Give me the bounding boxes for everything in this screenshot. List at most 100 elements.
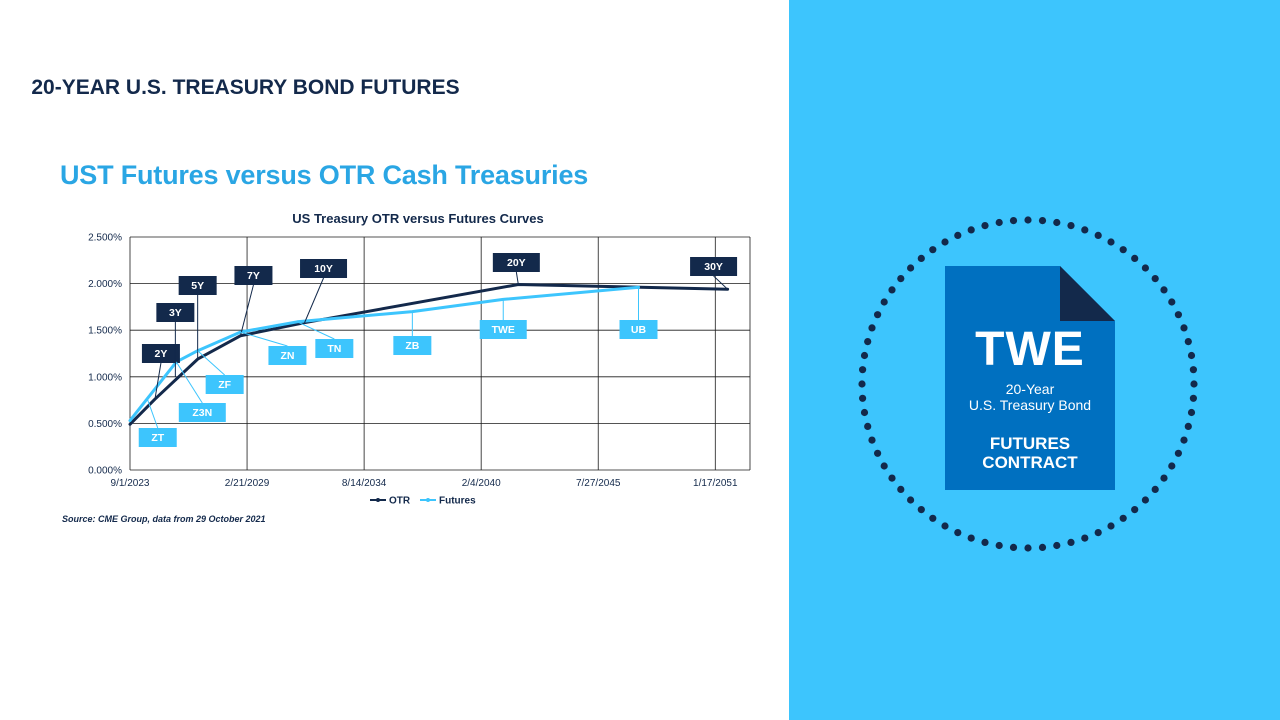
ring-dot [1038,217,1047,225]
chart-title: US Treasury OTR versus Futures Curves [292,211,543,226]
annotation-leader [147,399,159,429]
contract-code: TWE [975,323,1085,376]
contract-tenor: 20-Year [1005,381,1055,397]
document-body [945,266,1115,490]
x-tick-label: 8/14/2034 [342,478,387,489]
ring-dot [941,522,949,530]
ring-dot [1131,254,1139,262]
y-tick-label: 2.500% [88,233,122,244]
ring-dot [1024,544,1032,552]
source-note: Source: CME Group, data from 29 October … [62,514,266,524]
ring-dot [1187,408,1196,417]
ring-dot [880,298,888,306]
slide-title: UST Futures versus OTR Cash Treasuries [60,160,589,190]
annotation-box [492,253,540,272]
annotation-label: 20Y [507,257,526,269]
ring-dot [1053,541,1061,550]
annotation-box [141,344,180,363]
annotation-label: 5Y [191,280,204,292]
annotation-leader [175,361,203,404]
ring-dot [864,338,872,346]
ring-dot [1184,422,1192,430]
annotation-label: TN [327,343,341,355]
y-tick-label: 1.500% [88,326,122,337]
annotation-box [156,303,195,322]
ring-dot [1168,462,1176,470]
annotation-box [619,320,658,339]
ring-dot [1094,529,1102,537]
contract-instrument: U.S. Treasury Bond [968,397,1092,413]
ring-dot [1067,538,1075,547]
annotation-label: 2Y [155,348,168,360]
ring-dot [1180,436,1188,444]
annotation-label: ZT [151,432,164,444]
ring-dot [907,264,915,272]
panel-title: 20-YEAR U.S. TREASURY BOND FUTURES [31,76,460,99]
annotation-leader [197,350,225,376]
legend-label: Futures [439,496,476,507]
annotation-label: ZB [405,340,419,352]
y-tick-label: 1.000% [88,372,122,383]
annotation-label: 7Y [247,270,260,282]
yield-curve-chart: US Treasury OTR versus Futures Curves 0.0… [88,211,751,507]
x-tick-label: 2/21/2029 [225,478,270,489]
annotation-label: 10Y [314,263,333,275]
ring-dot [1107,238,1115,246]
ring-dot [1067,222,1075,230]
chart-area [0,0,789,720]
ring-dot [859,394,867,402]
ring-dot [1189,366,1197,374]
ring-dot [1187,351,1196,360]
annotation-label: 30Y [704,261,723,273]
ring-dot [1119,514,1127,522]
ring-dot [864,422,872,430]
annotation-leader [239,284,254,336]
annotation-box [479,320,527,339]
ring-dot [874,449,882,457]
legend-label: OTR [389,496,411,507]
ring-dot [1160,286,1168,294]
annotation-box [178,276,217,295]
ring-dot [917,506,925,514]
ring-dot [1168,298,1176,306]
ring-dot [1174,449,1182,457]
ring-dot [1119,246,1127,254]
ring-dot [1189,394,1197,402]
ring-dot [1094,231,1102,239]
document-icon [945,266,1115,490]
ring-dot [907,496,915,504]
annotation-leader [713,275,728,290]
ring-dot [874,311,882,319]
ring-dot [981,538,989,547]
ring-dot [995,218,1003,227]
x-tick-label: 7/27/2045 [576,478,621,489]
ring-dot [1190,380,1198,388]
ring-dot [897,485,905,493]
ring-dot [954,231,962,239]
x-tick-label: 1/17/2051 [693,478,738,489]
ring-dot [1131,506,1139,514]
ring-dot [929,514,937,522]
ring-dot [1151,275,1159,283]
annotation-label: UB [631,324,647,336]
annotation-box [178,403,226,422]
ring-dot [1180,324,1188,332]
annotation-box [234,266,273,285]
y-tick-label: 0.000% [88,466,122,477]
annotation-leader [240,331,288,347]
legend-marker [426,498,430,502]
annotation-label: ZF [218,379,231,391]
annotation-leader [154,362,162,400]
annotation-box [205,375,244,394]
annotation-box [300,259,348,278]
ring-dot [888,474,896,482]
ring-dot [860,351,869,360]
ring-dot [941,238,949,246]
ring-dot [1038,543,1047,552]
ring-dot [1141,496,1149,504]
x-tick-label: 2/4/2040 [462,478,501,489]
ring-dot [897,275,905,283]
annotation-label: ZN [280,350,294,362]
y-tick-label: 0.500% [88,419,122,430]
annotation-leader [297,321,335,340]
